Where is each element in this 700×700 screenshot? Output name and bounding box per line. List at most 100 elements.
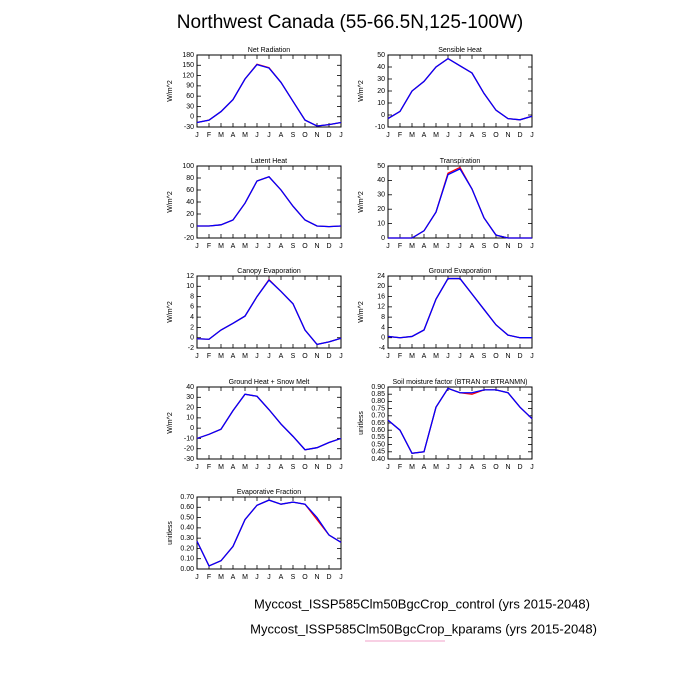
x-tick-label: S <box>291 574 296 581</box>
x-tick-label: N <box>505 243 510 250</box>
x-tick-label: F <box>398 132 402 139</box>
series-line <box>196 63 342 127</box>
x-tick-label: N <box>314 464 319 471</box>
panel-title: Latent Heat <box>251 158 287 165</box>
y-tick-label: 4 <box>381 324 385 331</box>
x-tick-label: A <box>279 243 284 250</box>
x-tick-label: D <box>517 132 522 139</box>
series-line <box>387 57 533 121</box>
y-tick-label: 30 <box>186 103 194 110</box>
y-tick-label: 40 <box>186 384 194 391</box>
x-tick-label: D <box>517 353 522 360</box>
y-tick-label: 6 <box>190 304 194 311</box>
x-tick-label: A <box>422 132 427 139</box>
y-axis-label: W/m^2 <box>167 301 174 323</box>
x-tick-label: A <box>470 353 475 360</box>
series-line <box>387 387 533 454</box>
x-tick-label: D <box>326 243 331 250</box>
x-tick-label: J <box>255 132 259 139</box>
x-tick-label: N <box>505 353 510 360</box>
x-tick-label: J <box>446 464 450 471</box>
y-tick-label: -10 <box>184 435 194 442</box>
x-tick-label: A <box>231 353 236 360</box>
x-tick-label: A <box>231 243 236 250</box>
x-tick-label: M <box>242 464 248 471</box>
y-tick-label: 150 <box>182 62 194 69</box>
x-tick-label: O <box>493 132 499 139</box>
x-tick-label: J <box>446 132 450 139</box>
y-tick-label: 60 <box>186 93 194 100</box>
panel-title: Soil moisture factor (BTRAN or BTRANMN) <box>393 379 528 386</box>
y-tick-label: 0 <box>190 425 194 432</box>
plot-frame <box>196 275 342 349</box>
y-tick-label: 20 <box>377 88 385 95</box>
y-tick-label: 120 <box>182 72 194 79</box>
y-tick-label: -2 <box>188 345 194 352</box>
x-tick-label: N <box>314 353 319 360</box>
x-tick-label: F <box>398 243 402 250</box>
x-tick-label: D <box>517 243 522 250</box>
y-tick-label: 0 <box>381 112 385 119</box>
y-tick-label: 0.85 <box>371 391 385 398</box>
x-tick-label: F <box>398 353 402 360</box>
y-tick-label: 30 <box>186 394 194 401</box>
x-tick-label: M <box>409 243 415 250</box>
y-tick-label: 90 <box>186 83 194 90</box>
x-tick-label: F <box>207 243 211 250</box>
x-tick-label: S <box>482 353 487 360</box>
y-tick-label: 4 <box>190 314 194 321</box>
y-axis-label: W/m^2 <box>167 412 174 434</box>
x-tick-label: M <box>409 132 415 139</box>
x-tick-label: J <box>339 464 343 471</box>
series-line <box>387 277 532 339</box>
plot-frame <box>387 165 533 239</box>
y-tick-label: 24 <box>377 273 385 280</box>
x-tick-label: A <box>231 464 236 471</box>
x-tick-label: O <box>302 353 308 360</box>
y-tick-label: 20 <box>377 283 385 290</box>
x-tick-label: D <box>326 464 331 471</box>
y-tick-label: 50 <box>377 52 385 59</box>
y-tick-label: 8 <box>190 293 194 300</box>
panel-title: Canopy Evaporation <box>237 268 301 275</box>
x-tick-label: S <box>291 243 296 250</box>
series-line <box>197 176 342 228</box>
x-tick-label: J <box>446 353 450 360</box>
y-tick-label: 0.50 <box>371 441 385 448</box>
x-tick-label: J <box>386 132 390 139</box>
x-tick-label: O <box>302 464 308 471</box>
plot-frame <box>196 54 342 128</box>
y-axis-label: W/m^2 <box>167 191 174 213</box>
panel-title: Transpiration <box>440 158 481 165</box>
y-tick-label: 0.65 <box>371 420 385 427</box>
y-axis-label: W/m^2 <box>358 80 365 102</box>
y-tick-label: 10 <box>186 283 194 290</box>
y-tick-label: 10 <box>377 100 385 107</box>
panel-title: Ground Evaporation <box>429 268 492 275</box>
y-tick-label: 30 <box>377 192 385 199</box>
x-tick-label: J <box>267 574 271 581</box>
y-tick-label: 20 <box>377 206 385 213</box>
plot-frame <box>196 496 342 570</box>
y-tick-label: 180 <box>182 52 194 59</box>
x-tick-label: J <box>267 243 271 250</box>
x-tick-label: S <box>291 464 296 471</box>
x-tick-label: A <box>279 353 284 360</box>
x-tick-label: M <box>218 353 224 360</box>
x-tick-label: F <box>207 464 211 471</box>
x-tick-label: J <box>339 132 343 139</box>
x-tick-label: M <box>433 353 439 360</box>
y-tick-label: 20 <box>186 404 194 411</box>
series-line <box>196 393 342 451</box>
y-tick-label: -20 <box>184 446 194 453</box>
x-tick-label: F <box>207 132 211 139</box>
series-line <box>196 499 342 567</box>
x-tick-label: O <box>302 132 308 139</box>
y-tick-label: 60 <box>186 187 194 194</box>
y-tick-label: 12 <box>377 304 385 311</box>
x-tick-label: M <box>242 353 248 360</box>
x-tick-label: A <box>422 353 427 360</box>
y-tick-label: 0.60 <box>371 427 385 434</box>
x-tick-label: S <box>291 353 296 360</box>
x-tick-label: M <box>433 243 439 250</box>
